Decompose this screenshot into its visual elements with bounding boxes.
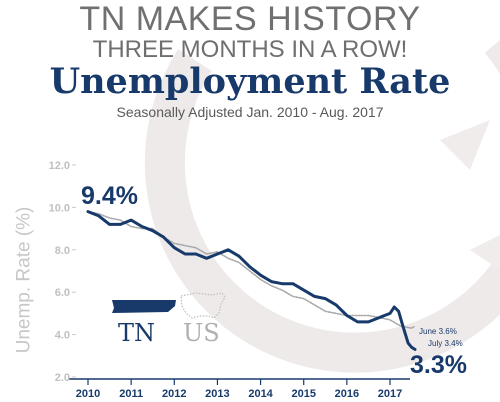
- usa-map-icon: [180, 292, 226, 319]
- x-tick-label: 2015: [291, 388, 315, 400]
- x-tick-label: 2014: [248, 388, 273, 400]
- june-annotation: June 3.6%: [419, 327, 457, 336]
- x-tick-label: 2013: [205, 388, 229, 400]
- y-axis-label-box: Unemp. Rate (%): [10, 185, 38, 375]
- x-tick-label: 2012: [162, 388, 186, 400]
- chart-subtitle: Seasonally Adjusted Jan. 2010 - Aug. 201…: [116, 104, 384, 120]
- series-line-tn: [86, 210, 417, 351]
- y-tick-label: 4.0: [55, 330, 70, 342]
- y-tick-label: 8.0: [55, 245, 70, 257]
- y-ticks: 2.0 4.0 6.0 8.0 10.0 12.0: [49, 160, 76, 384]
- end-value-label: 3.3%: [410, 351, 467, 379]
- y-tick-label: 12.0: [49, 160, 70, 172]
- star-decoration-2: [440, 120, 490, 170]
- headline-line-1: TN MAKES HISTORY: [79, 0, 421, 38]
- july-annotation: July 3.4%: [428, 339, 463, 348]
- series-layer: [86, 210, 417, 351]
- x-tick-label: 2016: [335, 388, 359, 400]
- start-value-label: 9.4%: [81, 182, 138, 210]
- x-tick-label: 2011: [119, 388, 143, 400]
- crescent-arc: [144, 40, 500, 373]
- y-tick-label: 6.0: [55, 287, 70, 299]
- legend: [112, 292, 226, 319]
- tennessee-map-icon: [112, 300, 176, 313]
- headline-line-2: THREE MONTHS IN A ROW!: [92, 36, 408, 63]
- x-ticks: 2010 2011 2012 2013 2014 2015 2016 2017: [76, 379, 402, 400]
- legend-tn-label: TN: [118, 319, 156, 347]
- y-axis: 2.0 4.0 6.0 8.0 10.0 12.0: [49, 160, 76, 384]
- x-axis: 2010 2011 2012 2013 2014 2015 2016 2017: [68, 378, 410, 400]
- x-tick-label: 2010: [76, 388, 100, 400]
- y-axis-label: Unemp. Rate (%): [13, 206, 34, 354]
- chart-title: Unemployment Rate: [49, 61, 451, 102]
- x-tick-label: 2017: [378, 388, 402, 400]
- y-tick-label: 2.0: [55, 372, 70, 384]
- star-decoration-1: [470, 235, 500, 270]
- y-tick-label: 10.0: [49, 202, 70, 214]
- legend-us-label: US: [183, 319, 220, 347]
